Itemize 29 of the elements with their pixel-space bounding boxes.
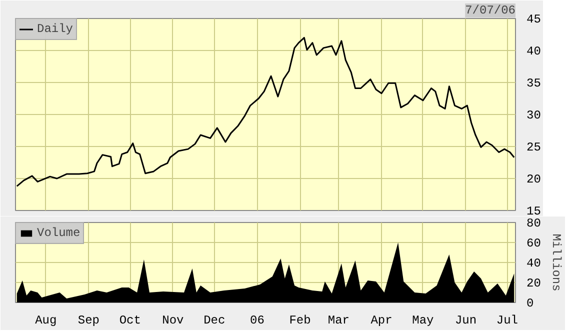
x-tick-label: Nov — [162, 314, 184, 328]
x-tick-label: Oct — [119, 314, 141, 328]
x-tick-label: Jun — [454, 314, 477, 328]
y-tick-label: 35 — [526, 76, 541, 90]
x-tick-label: Jul — [496, 314, 518, 328]
text: 7/07/06 — [465, 4, 516, 18]
y-tick-label: 80 — [526, 216, 541, 230]
x-tick-label: Feb — [289, 314, 311, 328]
x-tick-label: May — [412, 314, 434, 328]
y-axis-title: Millions — [548, 234, 563, 292]
x-tick-label: 06 — [250, 314, 264, 328]
y-tick-label: 60 — [526, 236, 541, 250]
y-tick-label: 0 — [526, 296, 534, 310]
x-tick-label: Aug — [35, 314, 57, 328]
x-tick-label: Apr — [370, 314, 392, 328]
x-tick-label: Sep — [78, 314, 100, 328]
y-tick-label: 30 — [526, 108, 541, 122]
legend-label: Daily — [37, 22, 74, 36]
y-tick-label: 40 — [526, 256, 541, 270]
y-tick-label: 20 — [526, 172, 541, 186]
y-tick-label: 45 — [526, 12, 541, 26]
y-tick-label: 20 — [526, 276, 541, 290]
line-series — [16, 36, 515, 187]
y-tick-label: 15 — [526, 204, 541, 218]
legend-label: Volume — [37, 226, 80, 240]
x-tick-label: Dec — [204, 314, 226, 328]
x-tick-label: Mar — [328, 314, 350, 328]
y-tick-label: 25 — [526, 140, 541, 154]
y-tick-label: 40 — [526, 44, 541, 58]
